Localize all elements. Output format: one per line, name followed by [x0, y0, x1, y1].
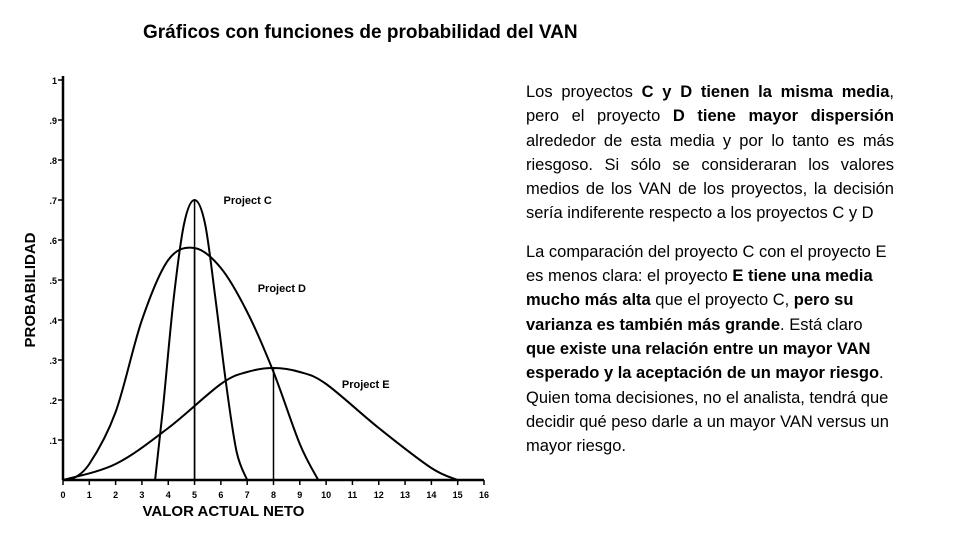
y-tick-label: .6 — [49, 236, 57, 246]
x-tick-label: 7 — [245, 490, 250, 500]
y-tick-label: 1 — [52, 76, 57, 86]
y-tick-label: .5 — [49, 276, 57, 286]
y-axis-title: PROBABILIDAD — [22, 232, 39, 347]
x-tick-label: 0 — [60, 490, 65, 500]
y-tick-label: .3 — [49, 356, 57, 366]
x-tick-label: 6 — [218, 490, 223, 500]
y-tick-label: .1 — [49, 436, 57, 446]
annotation-2: Project D — [258, 283, 306, 295]
x-tick-label: 8 — [271, 490, 276, 500]
x-tick-label: 3 — [139, 490, 144, 500]
page-title: Gráficos con funciones de probabilidad d… — [143, 22, 578, 43]
annotation-1: Project C — [224, 195, 272, 207]
p2-run-5: que existe una relación entre un mayor V… — [526, 339, 880, 383]
x-tick-label: 10 — [321, 490, 331, 500]
x-tick-label: 11 — [348, 490, 358, 500]
paragraph-1: Los proyectos C y D tienen la misma medi… — [526, 80, 894, 226]
x-tick-label: 15 — [453, 490, 463, 500]
p1-run-2: , pero el proyecto — [526, 83, 894, 126]
probability-chart: 0 1 2 3 4 5 6 7 8 9 10 11 12 13 14 15 16.1.2.3.4.5.6.7.8… — [18, 70, 498, 530]
p1-run-1: C y D tienen la misma media — [641, 83, 890, 101]
y-tick-label: .2 — [49, 396, 57, 406]
series-line-1 — [154, 198, 249, 481]
series-line-2 — [70, 246, 320, 481]
p2-run-6: . Quien toma decisiones, no el analista,… — [526, 364, 889, 456]
x-tick-label: 14 — [426, 490, 436, 500]
x-tick-label: 9 — [297, 490, 302, 500]
annotation-3: Project E — [342, 379, 390, 391]
x-axis-title: VALOR ACTUAL NETO — [143, 503, 305, 520]
p2-run-3: pero su varianza es también más grande — [526, 291, 854, 334]
x-tick-label: 4 — [166, 490, 171, 500]
p2-run-1: E tiene una media mucho más alta — [526, 267, 873, 310]
explanation-text: Los proyectos C y D tienen la misma medi… — [526, 80, 894, 472]
y-tick-label: .4 — [49, 316, 57, 326]
y-tick-label: .7 — [49, 196, 57, 206]
p1-run-0: Los proyectos — [526, 83, 642, 101]
x-tick-label: 12 — [374, 490, 384, 500]
x-tick-label: 5 — [192, 490, 197, 500]
p2-run-4: . Está claro — [780, 315, 863, 334]
x-tick-label: 13 — [400, 490, 410, 500]
p1-run-4: alrededor de esta media y por lo tanto e… — [526, 131, 894, 223]
x-tick-label: 2 — [113, 490, 118, 500]
p1-run-3: D tiene mayor dispersión — [672, 107, 895, 126]
series-line-3 — [62, 366, 459, 481]
x-tick-label: 1 — [87, 490, 92, 500]
p2-run-0: La comparación del proyecto C con el pro… — [526, 242, 887, 286]
p2-run-2: que el proyecto C, — [650, 291, 794, 310]
chart-svg: 0 1 2 3 4 5 6 7 8 9 10 11 12 13 14 15 16.1.2.3.4.5.6.7.8… — [22, 76, 489, 520]
x-tick-label: 16 — [479, 490, 489, 500]
paragraph-2: La comparación del proyecto C con el pro… — [526, 240, 894, 459]
y-tick-label: .8 — [49, 156, 57, 166]
y-tick-label: .9 — [49, 116, 57, 126]
